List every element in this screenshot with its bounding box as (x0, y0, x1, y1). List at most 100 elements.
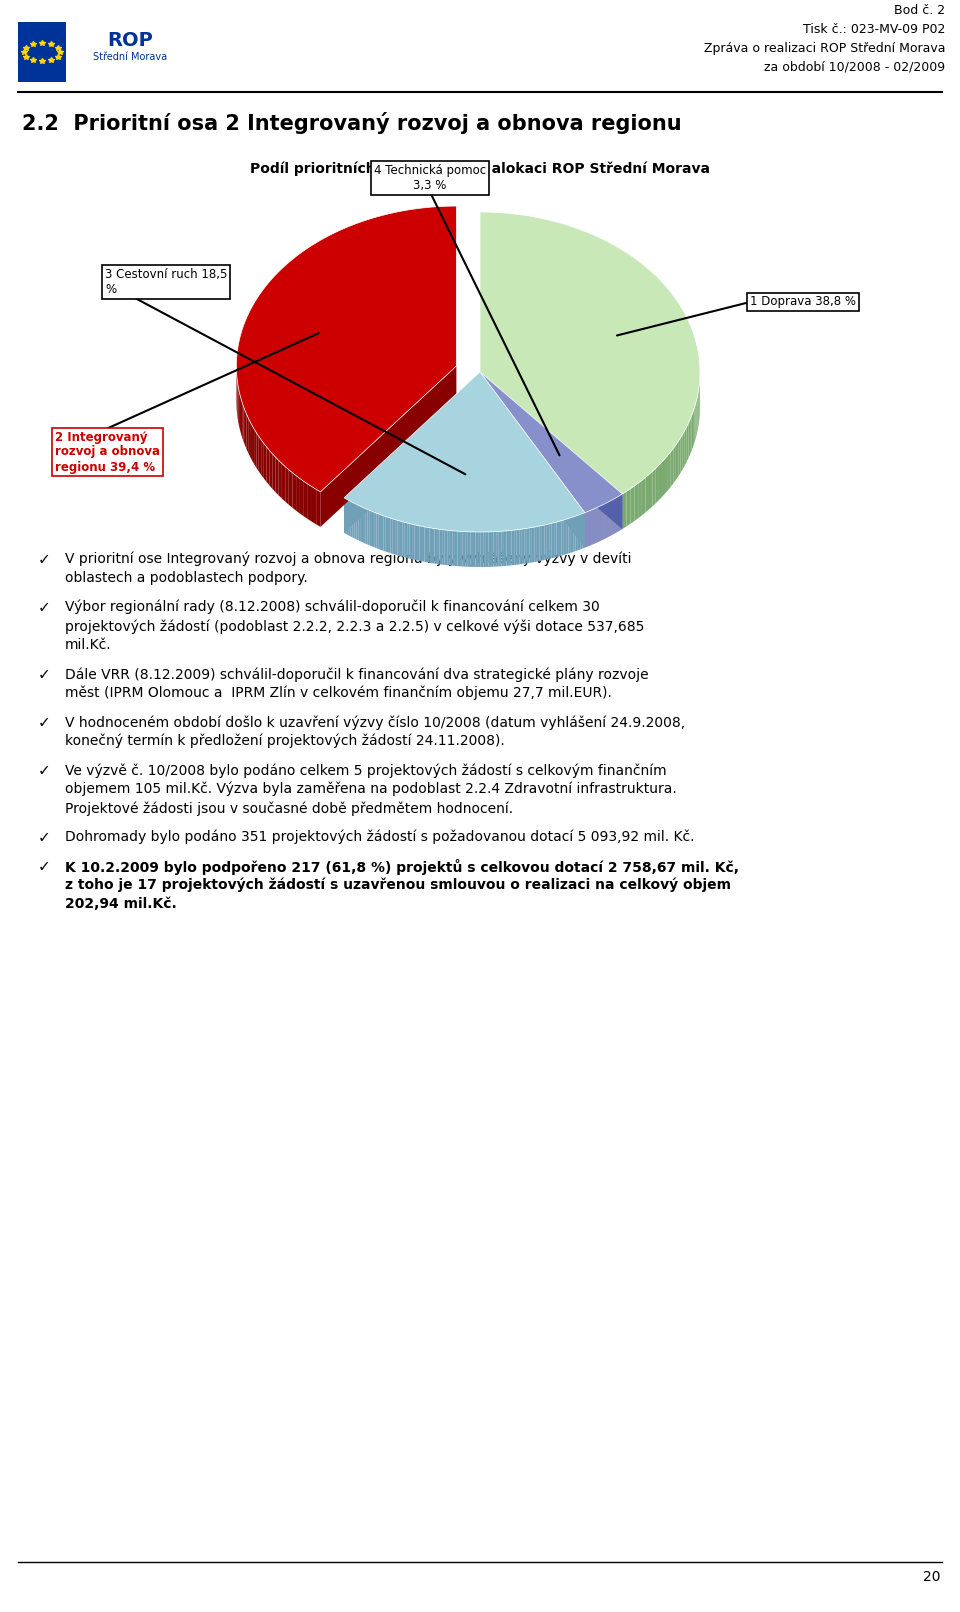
Polygon shape (429, 527, 432, 563)
Text: 202,94 mil.Kč.: 202,94 mil.Kč. (65, 896, 177, 911)
Polygon shape (491, 532, 493, 567)
Polygon shape (247, 414, 249, 453)
Text: konečný termín k předložení projektových žádostí 24.11.2008).: konečný termín k předložení projektových… (65, 733, 505, 748)
Text: ✓: ✓ (38, 551, 51, 567)
Polygon shape (653, 467, 656, 506)
Polygon shape (493, 532, 496, 567)
Polygon shape (475, 532, 478, 567)
Polygon shape (444, 530, 447, 566)
Text: K 10.2.2009 bylo podpořeno 217 (61,8 %) projektů s celkovou dotací 2 758,67 mil.: K 10.2.2009 bylo podpořeno 217 (61,8 %) … (65, 859, 739, 875)
Polygon shape (415, 526, 417, 561)
Polygon shape (293, 472, 296, 511)
Polygon shape (679, 438, 681, 477)
Polygon shape (478, 532, 481, 567)
Polygon shape (344, 372, 480, 534)
Polygon shape (566, 519, 568, 555)
Polygon shape (573, 516, 576, 551)
Polygon shape (437, 529, 440, 564)
Polygon shape (397, 521, 400, 556)
Polygon shape (344, 372, 585, 532)
Polygon shape (383, 516, 386, 551)
Text: Bod č. 2: Bod č. 2 (894, 3, 945, 18)
Polygon shape (300, 479, 304, 516)
Polygon shape (359, 506, 361, 542)
Polygon shape (460, 532, 463, 566)
Text: ✓: ✓ (38, 859, 51, 874)
Polygon shape (656, 466, 659, 503)
Polygon shape (662, 458, 665, 496)
Polygon shape (480, 213, 700, 493)
Polygon shape (354, 503, 356, 540)
Polygon shape (450, 530, 452, 566)
Polygon shape (407, 522, 410, 559)
Polygon shape (252, 426, 254, 464)
Polygon shape (321, 366, 456, 527)
Polygon shape (571, 517, 573, 553)
Polygon shape (470, 532, 473, 567)
Polygon shape (665, 455, 668, 493)
Text: 2.2  Prioritní osa 2 Integrovaný rozvoj a obnova regionu: 2.2 Prioritní osa 2 Integrovaný rozvoj a… (22, 111, 682, 134)
Polygon shape (544, 524, 547, 559)
Text: V prioritní ose Integrovaný rozvoj a obnova regionu byly vyhlášeny výzvy v devít: V prioritní ose Integrovaný rozvoj a obn… (65, 551, 632, 566)
Polygon shape (480, 372, 585, 548)
Polygon shape (417, 526, 420, 561)
Polygon shape (638, 480, 642, 517)
Text: V hodnoceném období došlo k uzavření výzvy číslo 10/2008 (datum vyhlášení 24.9.2: V hodnoceném období došlo k uzavření výz… (65, 716, 685, 730)
Polygon shape (388, 517, 391, 553)
Polygon shape (386, 516, 388, 553)
Polygon shape (683, 430, 684, 469)
Polygon shape (466, 532, 468, 567)
Text: ✓: ✓ (38, 830, 51, 845)
Polygon shape (516, 529, 519, 564)
Polygon shape (540, 526, 541, 561)
Polygon shape (568, 517, 571, 553)
Polygon shape (289, 469, 293, 508)
Polygon shape (455, 530, 458, 566)
Polygon shape (535, 527, 537, 563)
Polygon shape (361, 506, 363, 543)
Polygon shape (236, 206, 456, 492)
Polygon shape (562, 521, 564, 556)
Text: projektových žádostí (podoblast 2.2.2, 2.2.3 a 2.2.5) v celkové výši dotace 537,: projektových žádostí (podoblast 2.2.2, 2… (65, 619, 644, 634)
Polygon shape (381, 514, 383, 551)
Polygon shape (524, 529, 527, 564)
Text: Ve výzvě č. 10/2008 bylo podáno celkem 5 projektových žádostí s celkovým finančn: Ve výzvě č. 10/2008 bylo podáno celkem 5… (65, 762, 666, 777)
Polygon shape (496, 532, 499, 566)
Polygon shape (422, 527, 424, 563)
Polygon shape (245, 409, 247, 450)
Text: Dohromady bylo podáno 351 projektových žádostí s požadovanou dotací 5 093,92 mil: Dohromady bylo podáno 351 projektových ž… (65, 830, 694, 845)
Polygon shape (690, 416, 691, 455)
Text: objemem 105 mil.Kč. Výzva byla zaměřena na podoblast 2.2.4 Zdravotní infrastrukt: objemem 105 mil.Kč. Výzva byla zaměřena … (65, 782, 677, 796)
Polygon shape (583, 513, 585, 548)
Polygon shape (261, 440, 264, 479)
Polygon shape (559, 521, 562, 556)
Polygon shape (627, 488, 631, 527)
Polygon shape (580, 514, 583, 550)
Polygon shape (499, 532, 501, 566)
Polygon shape (473, 532, 475, 567)
Polygon shape (557, 521, 559, 558)
Text: mil.Kč.: mil.Kč. (65, 638, 111, 651)
Polygon shape (447, 530, 450, 566)
Polygon shape (529, 527, 532, 563)
Polygon shape (480, 372, 585, 548)
Polygon shape (440, 529, 443, 564)
Polygon shape (645, 474, 649, 513)
Polygon shape (241, 398, 242, 437)
Text: Projektové žádosti jsou v současné době předmětem hodnocení.: Projektové žádosti jsou v současné době … (65, 801, 514, 816)
Polygon shape (259, 437, 261, 476)
Polygon shape (622, 492, 627, 529)
Polygon shape (282, 464, 285, 501)
Polygon shape (424, 527, 427, 563)
Polygon shape (512, 530, 515, 566)
Polygon shape (501, 530, 504, 566)
Polygon shape (480, 372, 622, 513)
Polygon shape (372, 511, 374, 548)
Polygon shape (273, 453, 276, 492)
Polygon shape (642, 477, 645, 516)
Polygon shape (635, 484, 638, 521)
Text: Tisk č.: 023-MV-09 P02: Tisk č.: 023-MV-09 P02 (803, 23, 945, 35)
Polygon shape (316, 490, 321, 527)
Polygon shape (254, 429, 256, 467)
Polygon shape (463, 532, 466, 567)
